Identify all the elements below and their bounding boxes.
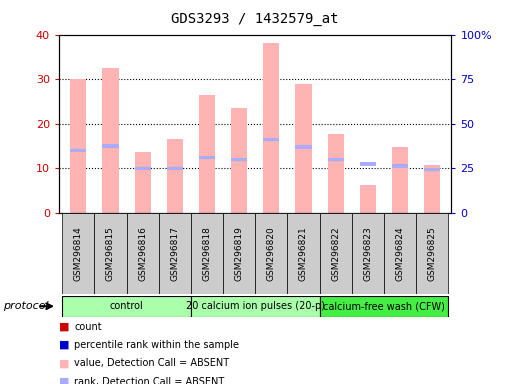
Text: value, Detection Call = ABSENT: value, Detection Call = ABSENT: [74, 359, 229, 369]
Text: GSM296818: GSM296818: [203, 226, 211, 281]
Text: GSM296817: GSM296817: [170, 226, 180, 281]
Bar: [320, 296, 448, 317]
Bar: [191, 296, 320, 317]
Bar: [360, 162, 376, 166]
Bar: [223, 213, 255, 294]
Bar: [159, 213, 191, 294]
Text: GSM296821: GSM296821: [299, 226, 308, 281]
Text: GSM296824: GSM296824: [396, 226, 404, 281]
Text: 20 calcium ion pulses (20-p): 20 calcium ion pulses (20-p): [186, 301, 325, 311]
Text: count: count: [74, 322, 102, 332]
Text: ■: ■: [59, 359, 69, 369]
Bar: [231, 108, 247, 213]
Bar: [328, 134, 344, 213]
Text: ■: ■: [59, 377, 69, 384]
Bar: [167, 139, 183, 213]
Bar: [320, 213, 352, 294]
Bar: [103, 68, 119, 213]
Bar: [62, 213, 94, 294]
Bar: [263, 138, 280, 141]
Text: control: control: [110, 301, 144, 311]
Text: GDS3293 / 1432579_at: GDS3293 / 1432579_at: [171, 12, 339, 25]
Bar: [199, 156, 215, 159]
Text: rank, Detection Call = ABSENT: rank, Detection Call = ABSENT: [74, 377, 225, 384]
Bar: [360, 185, 376, 213]
Text: GSM296825: GSM296825: [428, 226, 437, 281]
Bar: [199, 95, 215, 213]
Text: GSM296820: GSM296820: [267, 226, 276, 281]
Text: GSM296822: GSM296822: [331, 226, 340, 281]
Bar: [392, 147, 408, 213]
Bar: [94, 213, 127, 294]
Text: GSM296819: GSM296819: [234, 226, 244, 281]
Bar: [231, 158, 247, 161]
Bar: [295, 84, 311, 213]
Bar: [134, 167, 151, 170]
Bar: [295, 145, 311, 149]
Bar: [384, 213, 416, 294]
Text: calcium-free wash (CFW): calcium-free wash (CFW): [323, 301, 445, 311]
Text: protocol: protocol: [3, 301, 48, 311]
Text: GSM296815: GSM296815: [106, 226, 115, 281]
Bar: [62, 296, 191, 317]
Bar: [287, 213, 320, 294]
Bar: [328, 158, 344, 161]
Bar: [352, 213, 384, 294]
Bar: [424, 165, 440, 213]
Bar: [103, 144, 119, 148]
Bar: [263, 43, 280, 213]
Bar: [424, 167, 440, 171]
Bar: [392, 164, 408, 168]
Bar: [70, 79, 86, 213]
Text: ■: ■: [59, 322, 69, 332]
Bar: [191, 213, 223, 294]
Bar: [70, 149, 86, 152]
Text: GSM296816: GSM296816: [138, 226, 147, 281]
Bar: [167, 167, 183, 170]
Bar: [134, 152, 151, 213]
Text: GSM296823: GSM296823: [363, 226, 372, 281]
Bar: [416, 213, 448, 294]
Bar: [127, 213, 159, 294]
Text: ■: ■: [59, 340, 69, 350]
Bar: [255, 213, 287, 294]
Text: percentile rank within the sample: percentile rank within the sample: [74, 340, 240, 350]
Text: GSM296814: GSM296814: [74, 226, 83, 281]
